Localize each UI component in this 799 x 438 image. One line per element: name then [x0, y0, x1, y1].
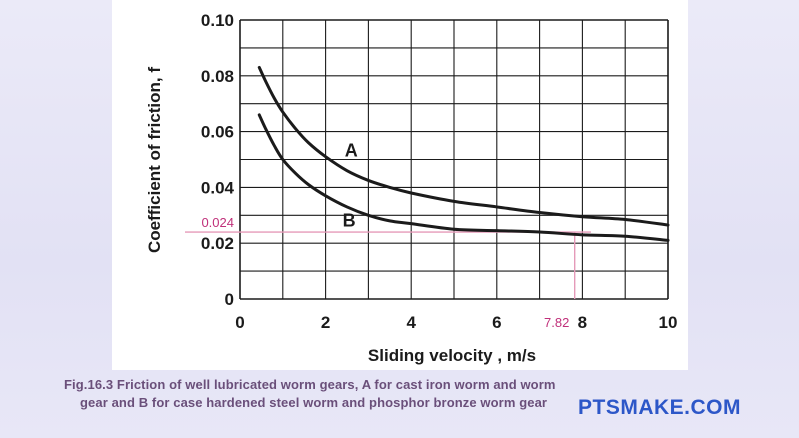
tick-labels: 0 2 4 6 8 10 0 0.02 0.04 0.06 0.08 0.10 — [201, 11, 678, 332]
curve-label-b: B — [343, 210, 356, 230]
x-tick-label: 6 — [492, 313, 501, 332]
figure-panel — [112, 0, 688, 370]
y-tick-label: 0.08 — [201, 67, 234, 86]
y-tick-label: 0.02 — [201, 234, 234, 253]
y-tick-label: 0.04 — [201, 178, 235, 197]
figure-caption-line-2: gear and B for case hardened steel worm … — [80, 395, 548, 410]
y-tick-label: 0.06 — [201, 123, 234, 142]
x-axis-label: Sliding velocity , m/s — [368, 346, 536, 365]
x-tick-label: 2 — [321, 313, 330, 332]
curve-b — [257, 113, 670, 242]
x-tick-label: 10 — [659, 313, 678, 332]
y-axis-label: Coefficient of friction, f — [145, 67, 164, 253]
curve-a — [257, 65, 670, 227]
x-tick-label: 4 — [406, 313, 416, 332]
annotation-label-f: 0.024 — [201, 215, 234, 230]
y-tick-label: 0.10 — [201, 11, 234, 30]
y-tick-label: 0 — [225, 290, 234, 309]
curve-label-a: A — [345, 141, 358, 161]
x-tick-label: 0 — [235, 313, 244, 332]
figure-caption-line-1: Fig.16.3 Friction of well lubricated wor… — [64, 377, 556, 392]
x-tick-label: 8 — [578, 313, 587, 332]
annotation-label-v: 7.82 — [544, 315, 569, 330]
grid — [239, 19, 669, 300]
watermark: PTSMAKE.COM — [578, 396, 741, 419]
curves: AB — [257, 65, 670, 242]
